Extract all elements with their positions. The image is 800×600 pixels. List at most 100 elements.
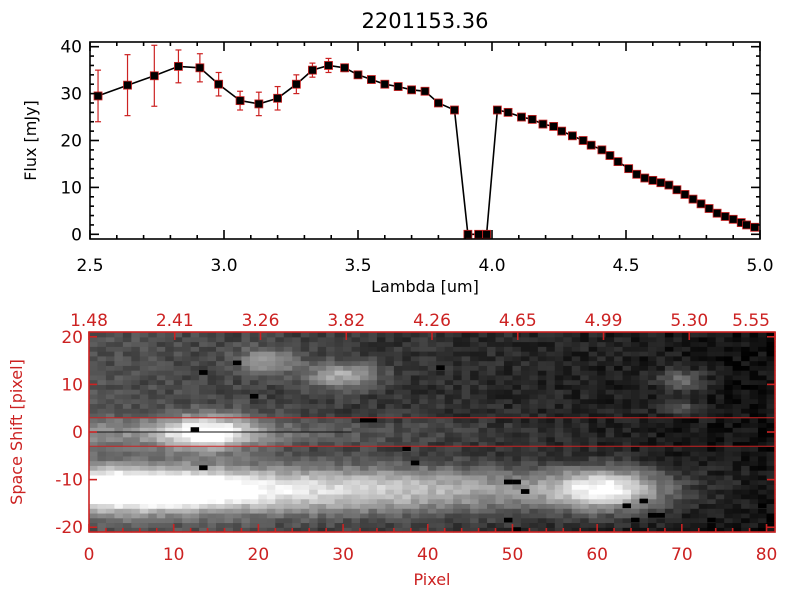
image-pixel	[148, 370, 158, 376]
data-point	[728, 214, 738, 224]
image-pixel	[131, 427, 141, 433]
image-pixel	[89, 493, 99, 500]
image-pixel	[639, 522, 649, 528]
image-pixel	[563, 389, 573, 395]
image-pixel	[664, 427, 674, 433]
image-pixel	[487, 508, 497, 514]
image-pixel	[334, 417, 344, 424]
image-pixel	[698, 508, 708, 514]
image-pixel	[199, 446, 209, 452]
image-pixel	[97, 427, 107, 433]
image-pixel	[241, 517, 251, 524]
image-pixel	[453, 470, 463, 476]
image-pixel	[351, 370, 361, 376]
image-pixel	[139, 355, 149, 362]
image-pixel	[334, 403, 344, 409]
image-pixel	[402, 355, 412, 362]
image-pixel	[487, 346, 497, 352]
image-pixel	[529, 517, 539, 524]
image-pixel	[173, 332, 183, 338]
image-pixel	[487, 451, 497, 457]
image-pixel	[122, 470, 132, 476]
image-pixel	[190, 441, 200, 447]
image-pixel	[148, 446, 158, 452]
image-pixel	[622, 346, 632, 352]
image-pixel	[537, 355, 547, 362]
image-pixel	[385, 489, 395, 495]
image-pixel	[512, 436, 522, 443]
image-pixel	[707, 479, 717, 485]
image-pixel	[597, 422, 607, 428]
image-pixel	[283, 332, 293, 338]
image-pixel	[690, 346, 700, 352]
image-pixel	[622, 379, 632, 385]
image-pixel	[681, 474, 691, 481]
image-pixel	[216, 527, 226, 533]
image-pixel	[715, 341, 725, 347]
image-pixel	[766, 479, 776, 485]
image-pixel	[732, 393, 742, 400]
image-pixel	[639, 508, 649, 514]
image-pixel	[673, 508, 683, 514]
image-pixel	[614, 360, 624, 366]
image-pixel	[216, 522, 226, 528]
image-pixel	[249, 436, 259, 443]
image-pixel	[89, 389, 99, 395]
image-pixel	[343, 436, 353, 443]
image-pixel	[105, 465, 116, 471]
image-pixel	[190, 432, 200, 438]
image-pixel	[614, 341, 624, 347]
image-pixel	[605, 422, 615, 428]
image-pixel	[758, 527, 768, 533]
image-pixel	[631, 479, 641, 485]
image-pixel	[597, 403, 607, 409]
image-pixel	[681, 522, 691, 528]
image-pixel	[512, 503, 522, 509]
image-pixel	[495, 479, 505, 485]
image-pixel	[487, 446, 497, 452]
image-pixel	[597, 379, 607, 385]
image-pixel	[376, 493, 387, 500]
image-pixel	[241, 451, 251, 457]
image-pixel	[732, 493, 742, 500]
image-pixel	[741, 527, 751, 533]
image-pixel	[207, 408, 217, 414]
image-pixel	[89, 403, 99, 409]
image-pixel	[681, 512, 691, 519]
image-pixel	[758, 489, 768, 495]
image-pixel	[199, 346, 209, 352]
image-pixel	[470, 332, 480, 338]
image-pixel	[741, 441, 751, 447]
image-pixel	[741, 455, 751, 462]
image-pixel	[724, 332, 734, 338]
image-pixel	[656, 384, 666, 390]
image-pixel	[732, 436, 742, 443]
image-pixel	[207, 417, 217, 424]
image-pixel	[292, 346, 302, 352]
image-pixel	[537, 427, 547, 433]
image-pixel	[647, 384, 658, 390]
image-pixel	[114, 422, 124, 428]
spectrum-y-axis-label: Flux [mJy]	[21, 100, 40, 181]
image-pixel	[647, 451, 658, 457]
image-pixel	[461, 417, 471, 424]
image-pixel	[148, 393, 158, 400]
image-pixel	[309, 417, 319, 424]
image-pixel	[732, 351, 742, 357]
image-pixel	[664, 503, 674, 509]
image-pixel	[520, 498, 530, 505]
image-pixel	[537, 489, 547, 495]
image-pixel	[182, 398, 192, 405]
image-pixel	[470, 508, 480, 514]
image-pixel	[232, 355, 243, 362]
image-pixel	[580, 451, 590, 457]
image-pixel	[292, 393, 302, 400]
image-pixel	[334, 460, 344, 466]
image-pixel	[419, 479, 429, 485]
image-pixel	[495, 379, 505, 385]
image-pixel	[232, 446, 243, 452]
image-pixel	[360, 460, 370, 466]
image-pixel	[334, 341, 344, 347]
image-pixel	[232, 374, 243, 381]
image-pixel	[647, 427, 658, 433]
